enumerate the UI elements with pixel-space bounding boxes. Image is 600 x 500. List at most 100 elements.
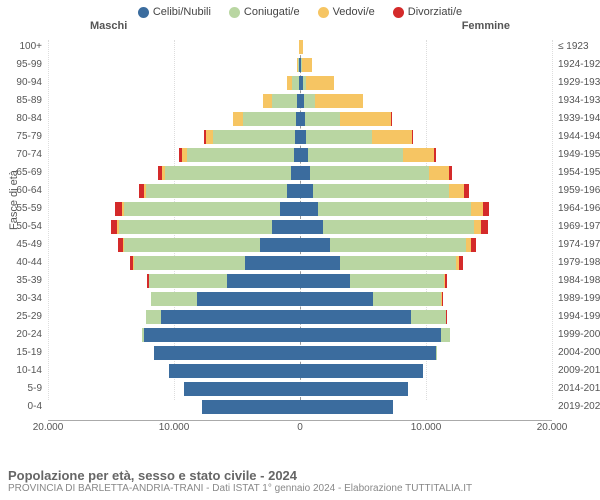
chart-subtitle: PROVINCIA DI BARLETTA-ANDRIA-TRANI - Dat… — [8, 483, 472, 494]
population-pyramid: Fasce di età Anni di nascita 100+≤ 19239… — [48, 40, 552, 440]
male-bar — [184, 382, 300, 396]
female-bar — [300, 328, 450, 342]
female-bar — [300, 400, 393, 414]
bar-segment — [412, 130, 413, 144]
bar-segment — [300, 382, 408, 396]
bar-segment — [272, 220, 300, 234]
bar-segment — [449, 166, 453, 180]
bar-segment — [206, 130, 214, 144]
birth-year-label: 1994-1998 — [558, 310, 600, 324]
birth-year-label: 1949-1953 — [558, 148, 600, 162]
bar-segment — [306, 130, 372, 144]
birth-year-label: 1944-1948 — [558, 130, 600, 144]
bar-segment — [429, 166, 449, 180]
male-bar — [169, 364, 300, 378]
age-label: 15-19 — [8, 346, 42, 360]
female-bar — [300, 346, 437, 360]
age-label: 40-44 — [8, 256, 42, 270]
bar-segment — [340, 256, 456, 270]
table-row: 30-341989-1993 — [48, 292, 552, 306]
bar-segment — [436, 346, 437, 360]
table-row: 35-391984-1988 — [48, 274, 552, 288]
gridline — [552, 40, 553, 400]
bar-segment — [373, 292, 441, 306]
table-row: 60-641959-1963 — [48, 184, 552, 198]
bar-segment — [471, 202, 482, 216]
legend-swatch — [138, 7, 149, 18]
age-label: 65-69 — [8, 166, 42, 180]
age-label: 20-24 — [8, 328, 42, 342]
bar-segment — [202, 400, 300, 414]
bar-segment — [372, 130, 412, 144]
age-label: 60-64 — [8, 184, 42, 198]
bar-segment — [318, 202, 472, 216]
bar-segment — [323, 220, 474, 234]
bar-segment — [350, 274, 443, 288]
male-bar — [111, 220, 300, 234]
female-bar — [300, 202, 489, 216]
age-label: 30-34 — [8, 292, 42, 306]
bar-segment — [291, 166, 300, 180]
bar-segment — [154, 346, 300, 360]
female-bar — [300, 256, 463, 270]
bar-segment — [272, 94, 297, 108]
bar-segment — [310, 166, 428, 180]
birth-year-label: 2019-2023 — [558, 400, 600, 414]
male-bar — [118, 238, 300, 252]
female-bar — [300, 220, 488, 234]
male-bar — [287, 76, 300, 90]
bar-segment — [449, 184, 464, 198]
bar-segment — [304, 94, 315, 108]
bar-segment — [287, 184, 300, 198]
table-row: 25-291994-1998 — [48, 310, 552, 324]
bar-segment — [300, 274, 350, 288]
x-axis: 20.00010.000010.00020.000 — [48, 422, 552, 442]
bar-segment — [300, 328, 441, 342]
bar-segment — [300, 400, 393, 414]
bar-segment — [434, 148, 437, 162]
bar-segment — [483, 202, 489, 216]
legend-label: Divorziati/e — [408, 6, 462, 18]
bar-segment — [330, 238, 466, 252]
bar-segment — [187, 148, 294, 162]
male-bar — [139, 184, 300, 198]
female-bar — [300, 382, 408, 396]
male-bar — [115, 202, 300, 216]
age-label: 10-14 — [8, 364, 42, 378]
table-row: 100+≤ 1923 — [48, 40, 552, 54]
plot-area: 100+≤ 192395-991924-192890-941929-193385… — [48, 40, 552, 420]
bar-segment — [300, 220, 323, 234]
bar-segment — [300, 256, 340, 270]
legend-swatch — [393, 7, 404, 18]
birth-year-label: 1929-1933 — [558, 76, 600, 90]
legend: Celibi/NubiliConiugati/eVedovi/eDivorzia… — [0, 0, 600, 18]
male-bar — [204, 130, 300, 144]
birth-year-label: 1974-1978 — [558, 238, 600, 252]
birth-year-label: ≤ 1923 — [558, 40, 600, 54]
table-row: 80-841939-1943 — [48, 112, 552, 126]
female-bar — [300, 238, 476, 252]
bar-segment — [313, 184, 449, 198]
bar-segment — [161, 310, 300, 324]
x-tick-label: 20.000 — [537, 422, 568, 433]
legend-label: Coniugati/e — [244, 6, 300, 18]
age-label: 50-54 — [8, 220, 42, 234]
female-bar — [300, 292, 443, 306]
age-label: 55-59 — [8, 202, 42, 216]
table-row: 20-241999-2003 — [48, 328, 552, 342]
bar-segment — [300, 238, 330, 252]
bar-segment — [184, 382, 300, 396]
female-bar — [300, 184, 469, 198]
bar-segment — [300, 346, 436, 360]
female-bar — [300, 112, 391, 126]
gender-header: Maschi Femmine — [0, 18, 600, 32]
table-row: 75-791944-1948 — [48, 130, 552, 144]
bar-segment — [442, 292, 443, 306]
male-bar — [154, 346, 300, 360]
bar-segment — [245, 256, 300, 270]
bar-segment — [146, 184, 287, 198]
age-label: 100+ — [8, 40, 42, 54]
bar-segment — [134, 256, 245, 270]
age-label: 35-39 — [8, 274, 42, 288]
legend-swatch — [318, 7, 329, 18]
